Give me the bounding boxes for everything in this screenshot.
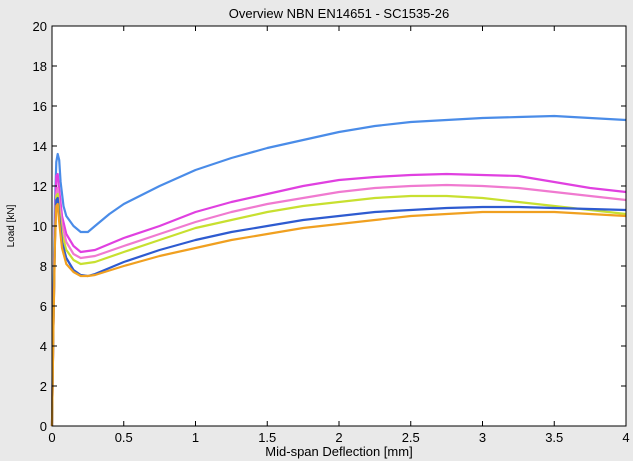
- y-tick-label: 2: [40, 379, 47, 394]
- plot-area: [52, 26, 626, 426]
- y-tick-label: 10: [33, 219, 47, 234]
- y-tick-label: 20: [33, 19, 47, 34]
- chart-title: Overview NBN EN14651 - SC1535-26: [229, 6, 449, 21]
- x-tick-label: 0.5: [115, 430, 133, 445]
- x-axis-label: Mid-span Deflection [mm]: [265, 444, 412, 459]
- y-axis-label: Load [kN]: [6, 204, 17, 247]
- x-tick-label: 0: [48, 430, 55, 445]
- series-layer: [50, 114, 627, 427]
- x-tick-label: 3: [479, 430, 486, 445]
- series-line-2: [50, 172, 627, 427]
- y-tick-label: 12: [33, 179, 47, 194]
- series-line-1: [50, 114, 627, 427]
- y-axis: 0 2 4 6 8 10 12 14 16 18 20: [33, 19, 626, 434]
- y-tick-label: 8: [40, 259, 47, 274]
- x-tick-label: 2: [335, 430, 342, 445]
- y-tick-label: 4: [40, 339, 47, 354]
- x-axis: 0 0.5 1 1.5 2 2.5 3 3.5 4: [48, 26, 630, 445]
- x-tick-label: 4: [622, 430, 629, 445]
- y-tick-label: 18: [33, 59, 47, 74]
- x-tick-label: 3.5: [545, 430, 563, 445]
- series-line-4: [50, 192, 627, 427]
- series-line-6: [50, 202, 627, 427]
- y-tick-label: 14: [33, 139, 47, 154]
- y-tick-label: 16: [33, 99, 47, 114]
- x-tick-label: 2.5: [402, 430, 420, 445]
- x-tick-label: 1.5: [258, 430, 276, 445]
- y-tick-label: 0: [40, 419, 47, 434]
- x-tick-label: 1: [192, 430, 199, 445]
- series-line-3: [50, 183, 627, 427]
- y-tick-label: 6: [40, 299, 47, 314]
